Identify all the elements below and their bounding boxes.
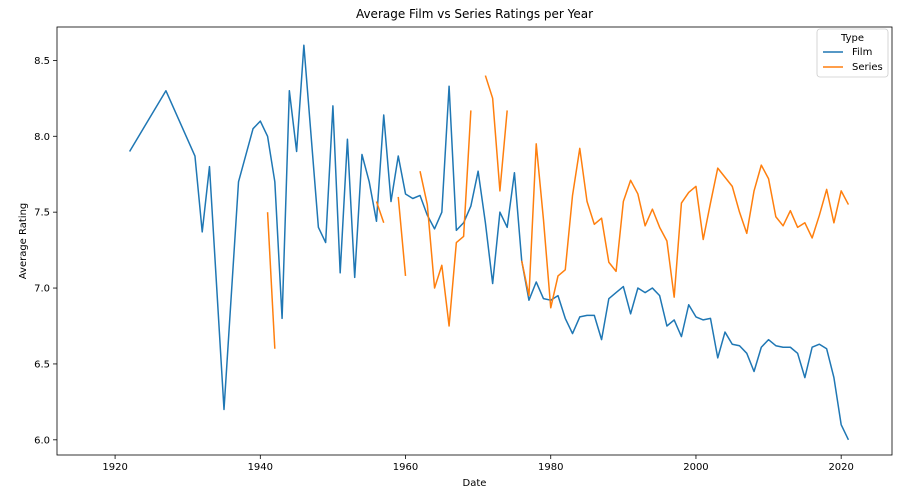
x-tick-label: 1940 bbox=[248, 462, 273, 473]
series-series-line bbox=[266, 212, 276, 349]
legend: Type Film Series bbox=[816, 28, 889, 78]
x-tick-label: 1980 bbox=[538, 462, 563, 473]
y-tick-label: 8.5 bbox=[34, 56, 50, 67]
y-tick-label: 6.0 bbox=[34, 435, 50, 446]
legend-label-film: Film bbox=[852, 47, 872, 58]
series-series-line bbox=[419, 110, 472, 327]
chart-title: Average Film vs Series Ratings per Year bbox=[356, 7, 593, 21]
x-tick-label: 1920 bbox=[102, 462, 127, 473]
series-series-line bbox=[520, 143, 850, 309]
series-layer bbox=[128, 44, 850, 441]
series-series-line bbox=[484, 75, 508, 192]
film-series-line bbox=[128, 44, 850, 441]
x-axis-title: Date bbox=[463, 478, 487, 489]
y-tick-label: 7.5 bbox=[34, 208, 50, 219]
series-series-line bbox=[375, 201, 385, 224]
x-axis: 1920 1940 1960 1980 2000 2020 bbox=[102, 455, 854, 473]
legend-label-series: Series bbox=[852, 62, 883, 73]
y-tick-label: 8.0 bbox=[34, 132, 50, 143]
y-tick-label: 7.0 bbox=[34, 284, 50, 295]
legend-title: Type bbox=[840, 33, 864, 44]
legend-box bbox=[816, 28, 889, 78]
x-tick-label: 1960 bbox=[393, 462, 418, 473]
plot-frame bbox=[56, 26, 893, 456]
series-series-line bbox=[397, 196, 407, 276]
y-axis-title: Average Rating bbox=[18, 203, 29, 279]
y-axis: 6.0 6.5 7.0 7.5 8.0 8.5 bbox=[34, 56, 57, 446]
y-tick-label: 6.5 bbox=[34, 359, 50, 370]
x-tick-label: 2000 bbox=[683, 462, 708, 473]
x-tick-label: 2020 bbox=[828, 462, 853, 473]
